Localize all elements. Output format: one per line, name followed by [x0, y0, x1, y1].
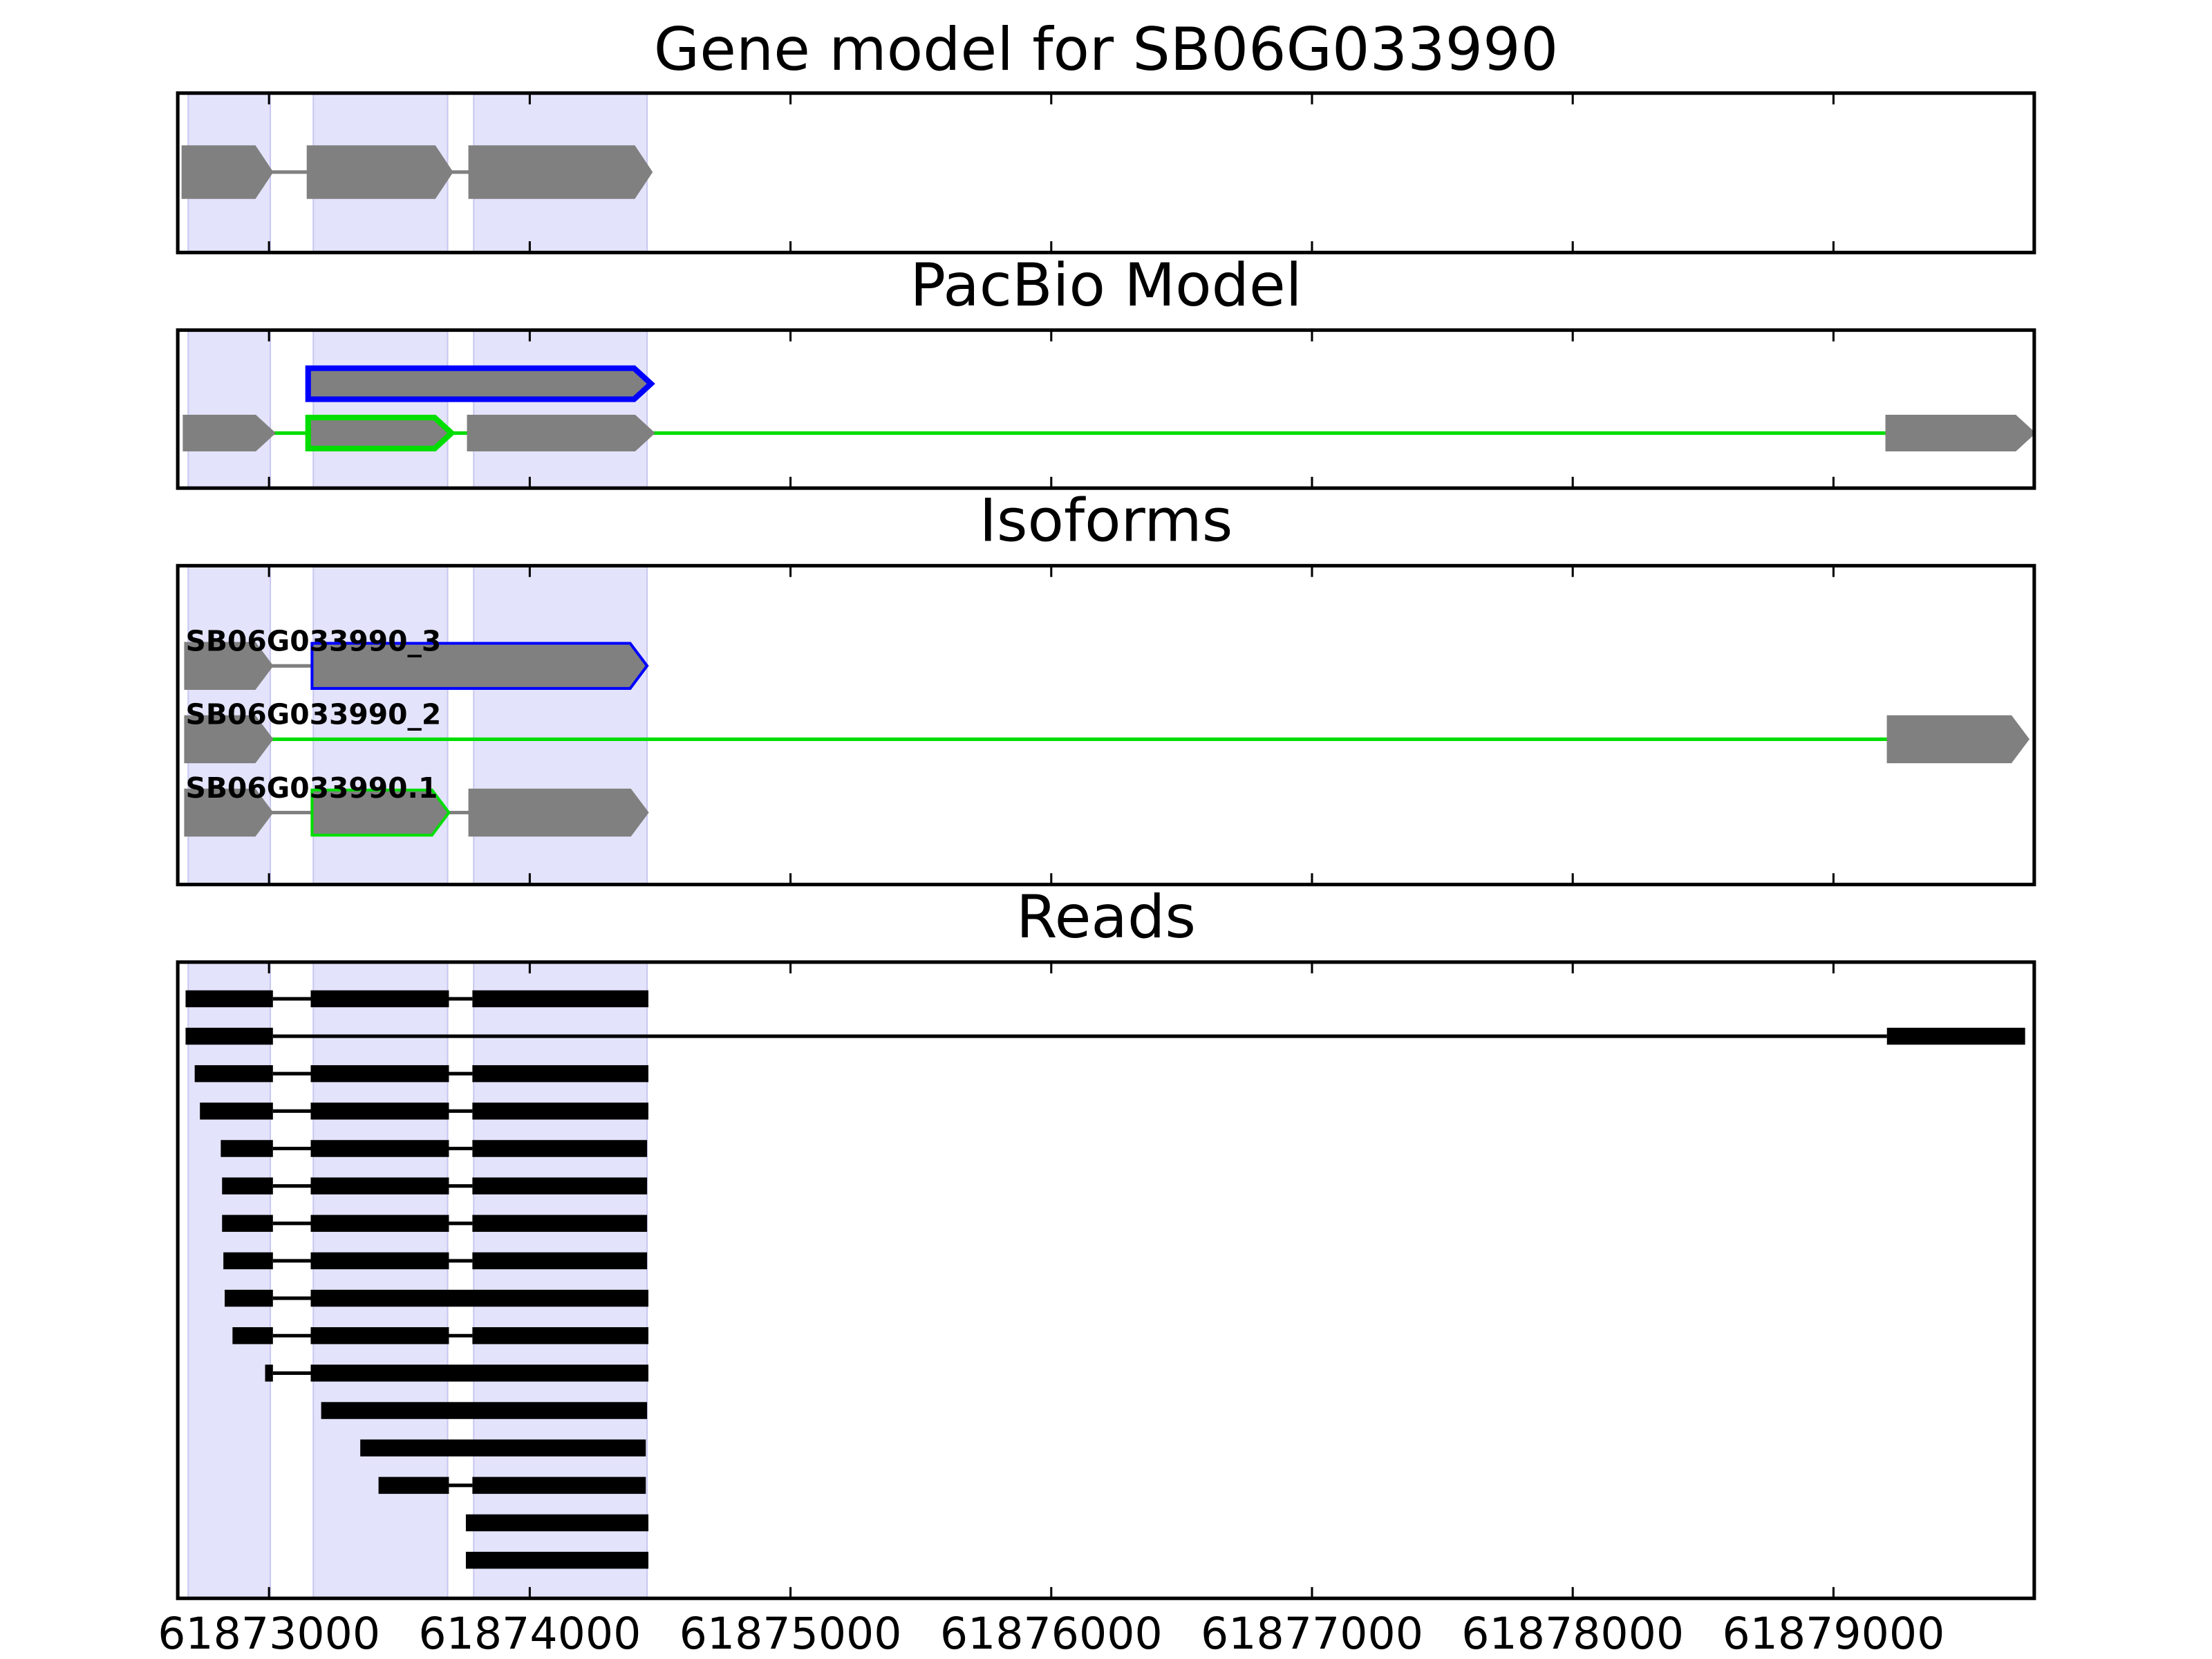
highlight — [187, 961, 272, 1600]
exon — [1886, 715, 2030, 764]
exon — [306, 145, 453, 199]
panel-title: Gene model for SB06G033990 — [654, 15, 1558, 84]
panel-frame — [176, 91, 2036, 254]
exon — [305, 415, 456, 452]
read-block — [472, 1065, 649, 1082]
exon — [468, 788, 649, 837]
highlight — [473, 565, 648, 885]
read-block — [472, 1477, 646, 1494]
read-block — [185, 990, 273, 1008]
read-block — [472, 1103, 649, 1120]
exon — [184, 715, 274, 764]
read-block — [310, 1065, 449, 1082]
highlight — [473, 961, 648, 1600]
read-block — [472, 990, 649, 1008]
exon — [310, 641, 649, 690]
read-block — [194, 1065, 273, 1082]
exon — [182, 415, 276, 452]
x-tick-label: 61878000 — [1461, 1608, 1684, 1659]
read-block — [310, 990, 449, 1008]
read-block — [472, 1177, 648, 1194]
read-block — [1886, 1027, 2025, 1045]
isoform-label: SB06G033990_2 — [185, 698, 441, 731]
read-block — [360, 1439, 646, 1456]
exon — [310, 788, 451, 837]
panel-title: Isoforms — [980, 487, 1233, 556]
read-block — [472, 1252, 648, 1270]
highlight — [473, 329, 648, 489]
isoform-label: SB06G033990_3 — [185, 625, 441, 658]
read-block — [223, 1252, 273, 1270]
read-block — [310, 1215, 449, 1232]
exon — [305, 365, 655, 402]
read-block — [472, 1327, 649, 1344]
read-block — [472, 1215, 648, 1232]
x-tick-label: 61873000 — [158, 1608, 380, 1659]
read-block — [310, 1252, 449, 1270]
read-block — [310, 1103, 449, 1120]
exon — [468, 145, 653, 199]
x-tick-label: 61877000 — [1201, 1608, 1423, 1659]
panel-frame — [176, 960, 2036, 1600]
panel-frame — [176, 563, 2036, 887]
highlight — [187, 329, 272, 489]
exon — [184, 788, 274, 837]
read-block — [232, 1327, 273, 1344]
panel-title: PacBio Model — [910, 251, 1302, 320]
isoform-label: SB06G033990.1 — [185, 771, 438, 805]
read-block — [221, 1140, 273, 1157]
x-tick-label: 61876000 — [940, 1608, 1163, 1659]
read-block — [225, 1289, 273, 1307]
highlight — [312, 961, 449, 1600]
panel-title: Reads — [1016, 883, 1196, 952]
read-block — [310, 1140, 449, 1157]
x-tick-label: 61874000 — [418, 1608, 641, 1659]
read-block — [222, 1215, 273, 1232]
read-block — [310, 1365, 649, 1382]
read-block — [465, 1514, 649, 1532]
read-block — [200, 1103, 273, 1120]
read-block — [310, 1327, 449, 1344]
read-block — [222, 1177, 273, 1194]
exon — [1885, 415, 2036, 452]
read-block — [310, 1177, 449, 1194]
highlight — [312, 329, 449, 489]
exon — [184, 641, 274, 690]
read-block — [185, 1027, 273, 1045]
read-block — [310, 1289, 649, 1307]
read-block — [472, 1140, 648, 1157]
read-block — [378, 1477, 449, 1494]
x-tick-label: 61879000 — [1722, 1608, 1944, 1659]
read-block — [321, 1402, 648, 1419]
read-block — [265, 1365, 273, 1382]
x-tick-label: 61875000 — [679, 1608, 902, 1659]
exon — [181, 145, 274, 199]
panel-frame — [176, 328, 2036, 490]
exon — [467, 415, 655, 452]
read-block — [465, 1551, 649, 1569]
